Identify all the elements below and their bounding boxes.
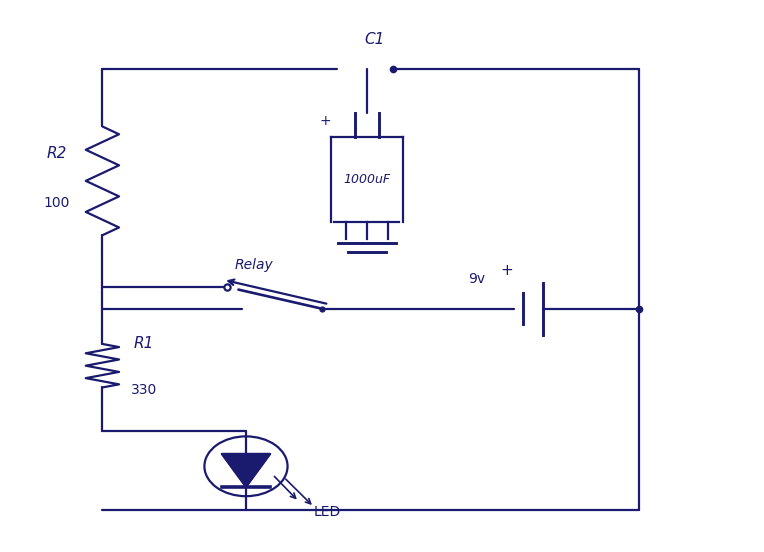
Text: 9v: 9v xyxy=(468,272,485,286)
Text: 1000uF: 1000uF xyxy=(343,173,390,186)
Text: R1: R1 xyxy=(134,337,154,352)
Text: +: + xyxy=(319,114,331,128)
Polygon shape xyxy=(222,454,270,487)
Text: Relay: Relay xyxy=(235,258,274,272)
Text: +: + xyxy=(500,263,513,278)
Text: C1: C1 xyxy=(364,32,384,47)
Text: 330: 330 xyxy=(131,383,157,397)
Text: R2: R2 xyxy=(47,146,67,161)
Text: LED: LED xyxy=(314,506,342,519)
Text: 100: 100 xyxy=(44,195,70,210)
